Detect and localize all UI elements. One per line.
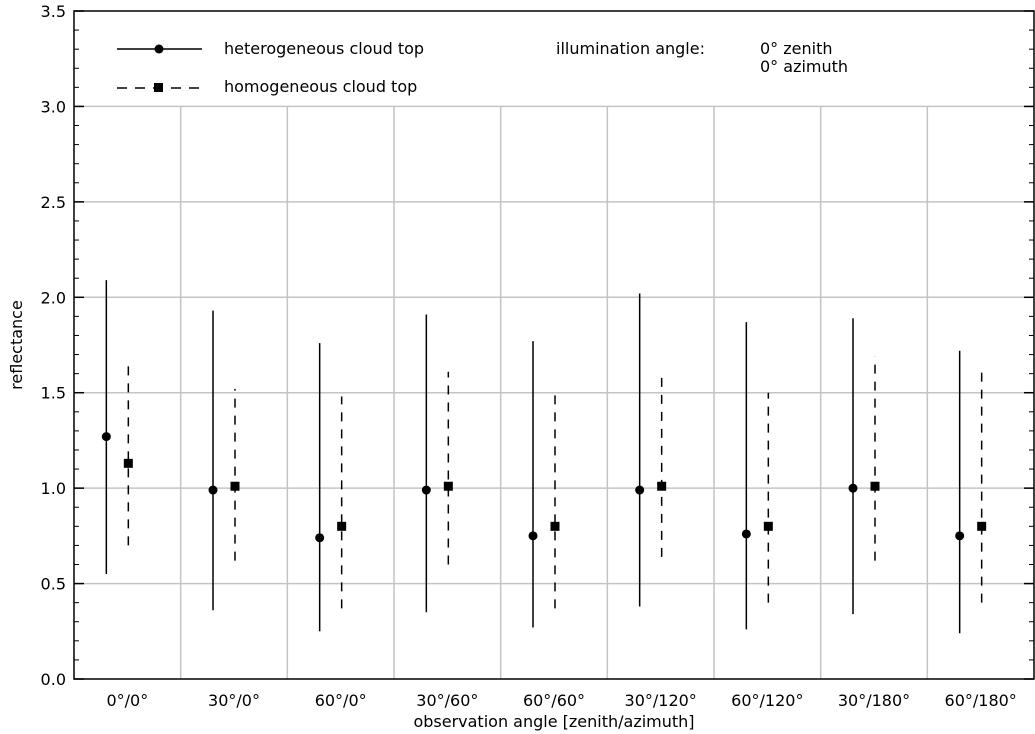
y-tick-label: 2.0 <box>41 288 66 307</box>
legend-marker-square <box>154 83 163 92</box>
x-tick-label: 60°/0° <box>315 691 367 710</box>
point-heterogeneous <box>528 531 538 541</box>
point-homogeneous <box>763 521 773 531</box>
point-homogeneous <box>657 481 667 491</box>
ticks-layer: 0.0 0.5 1.0 1.5 2.0 2.5 3.0 3.5 0°/0° 30°/0° 60°/0… <box>41 2 1034 710</box>
x-tick-label: 60°/180° <box>945 691 1017 710</box>
point-homogeneous <box>443 481 453 491</box>
y-tick-label: 1.0 <box>41 479 66 498</box>
x-tick-label: 30°/180° <box>838 691 910 710</box>
point-heterogeneous <box>315 533 325 543</box>
point-heterogeneous <box>208 485 218 495</box>
plot-frame <box>73 10 1035 680</box>
point-homogeneous <box>230 481 240 491</box>
point-homogeneous <box>123 458 133 468</box>
y-tick-label: 0.0 <box>41 670 66 689</box>
point-heterogeneous <box>101 432 111 442</box>
grid-layer <box>74 105 1034 679</box>
legend: heterogeneous cloud top homogeneous clou… <box>117 39 424 96</box>
point-homogeneous <box>977 521 987 531</box>
illumination-zenith: 0° zenith <box>760 39 833 58</box>
legend-label-heterogeneous: heterogeneous cloud top <box>224 39 424 58</box>
point-heterogeneous <box>848 483 858 493</box>
y-tick-label: 1.5 <box>41 384 66 403</box>
point-homogeneous <box>337 521 347 531</box>
x-tick-label: 30°/120° <box>625 691 697 710</box>
y-tick-label: 0.5 <box>41 575 66 594</box>
point-homogeneous <box>870 481 880 491</box>
point-heterogeneous <box>421 485 431 495</box>
x-tick-label: 0°/0° <box>106 691 148 710</box>
illumination-label: illumination angle: <box>556 39 705 58</box>
point-heterogeneous <box>635 485 645 495</box>
x-axis-title: observation angle [zenith/azimuth] <box>413 712 694 731</box>
point-heterogeneous <box>955 531 965 541</box>
y-tick-label: 3.5 <box>41 2 66 21</box>
y-tick-label: 2.5 <box>41 193 66 212</box>
legend-marker-circle <box>154 44 164 54</box>
x-tick-label: 30°/60° <box>416 691 478 710</box>
x-tick-label: 60°/60° <box>523 691 585 710</box>
legend-label-homogeneous: homogeneous cloud top <box>224 77 417 96</box>
y-axis-title: reflectance <box>7 300 26 390</box>
data-layer <box>101 280 987 634</box>
illumination-azimuth: 0° azimuth <box>760 57 848 76</box>
point-heterogeneous <box>741 529 751 539</box>
y-tick-label: 3.0 <box>41 97 66 116</box>
illumination-annotation: illumination angle: 0° zenith 0° azimuth <box>556 39 848 76</box>
x-tick-label: 60°/120° <box>731 691 803 710</box>
x-tick-label: 30°/0° <box>208 691 260 710</box>
point-homogeneous <box>550 521 560 531</box>
